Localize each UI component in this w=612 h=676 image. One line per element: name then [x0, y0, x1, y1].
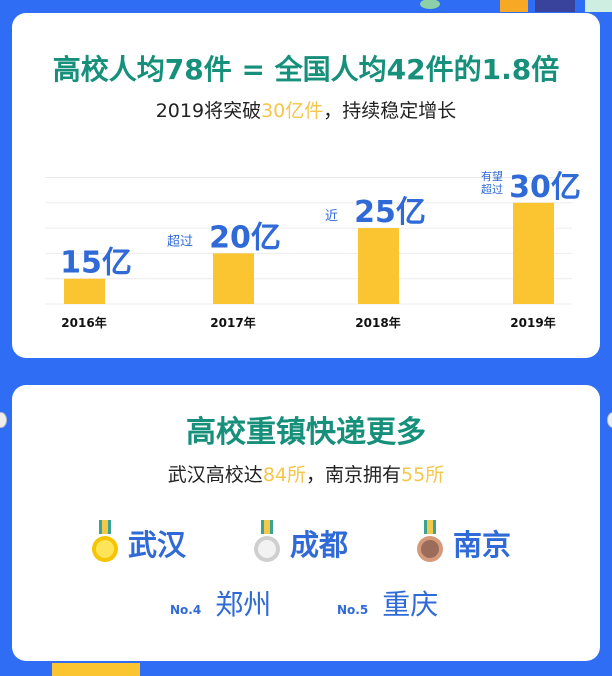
- data-label-prefix: 近: [325, 209, 338, 224]
- bar: [513, 202, 554, 304]
- section2-title: 高校重镇快递更多: [186, 415, 426, 450]
- data-label-prefix-2019: 有望超过: [481, 170, 503, 196]
- rank-item-4: No.4 郑州: [170, 583, 271, 623]
- section1-title: 高校人均78件 = 全国人均42件的1.8倍: [52, 53, 560, 86]
- subtitle-text: 武汉高校达: [167, 464, 263, 486]
- medal-item-2: 成都: [252, 520, 348, 566]
- data-label: 15亿: [60, 246, 132, 281]
- data-label: 30亿: [509, 170, 581, 205]
- subtitle-text: ，南京拥有: [306, 464, 402, 486]
- x-tick-label: 2018年: [355, 315, 400, 330]
- city-name: 重庆: [382, 588, 439, 621]
- section1-subtitle: 2019将突破30亿件，持续稳定增长: [12, 96, 600, 123]
- bronze-medal-icon: [417, 520, 443, 562]
- decoration-dot: [0, 412, 7, 428]
- subtitle-highlight: 30亿件: [261, 100, 324, 122]
- bar: [213, 253, 254, 304]
- medal-item-3: 南京: [415, 520, 511, 566]
- city-name: 南京: [453, 528, 512, 562]
- bar: [64, 278, 105, 304]
- decoration-tab: [52, 663, 140, 676]
- subtitle-highlight: 55所: [401, 464, 445, 486]
- silver-medal-icon: [254, 520, 280, 562]
- bar: [358, 228, 399, 304]
- rank-number: No.4: [170, 603, 202, 617]
- section2-subtitle: 武汉高校达84所，南京拥有55所: [12, 460, 600, 487]
- city-name: 武汉: [128, 528, 187, 562]
- decoration-illustration: [420, 0, 612, 12]
- data-label: 25亿: [354, 195, 426, 230]
- university-cities-card: 高校重镇快递更多 武汉高校达84所，南京拥有55所 武汉 成都 南京 No.4 郑…: [12, 385, 600, 661]
- data-label-prefix: 超过: [167, 234, 193, 249]
- x-tick-label: 2017年: [210, 315, 255, 330]
- express-growth-card: 高校人均78件 = 全国人均42件的1.8倍 2019将突破30亿件，持续稳定增…: [12, 13, 600, 358]
- city-name: 郑州: [215, 588, 272, 621]
- subtitle-highlight: 84所: [262, 464, 306, 486]
- gold-medal-icon: [92, 520, 118, 562]
- rank-item-5: No.5 重庆: [337, 583, 438, 623]
- medal-item-1: 武汉: [90, 520, 186, 566]
- rank-number: No.5: [337, 603, 369, 617]
- city-name: 成都: [290, 528, 349, 562]
- subtitle-text: 2019将突破: [155, 100, 262, 122]
- subtitle-text: ，持续稳定增长: [323, 100, 457, 122]
- bar-chart: 2016年 15亿 2017年 20亿 超过 2018年 25亿 近 2019年 30亿: [45, 170, 581, 330]
- x-tick-label: 2016年: [61, 315, 106, 330]
- x-tick-label: 2019年: [510, 315, 555, 330]
- data-label: 20亿: [209, 220, 281, 255]
- decoration-dot: [607, 412, 612, 428]
